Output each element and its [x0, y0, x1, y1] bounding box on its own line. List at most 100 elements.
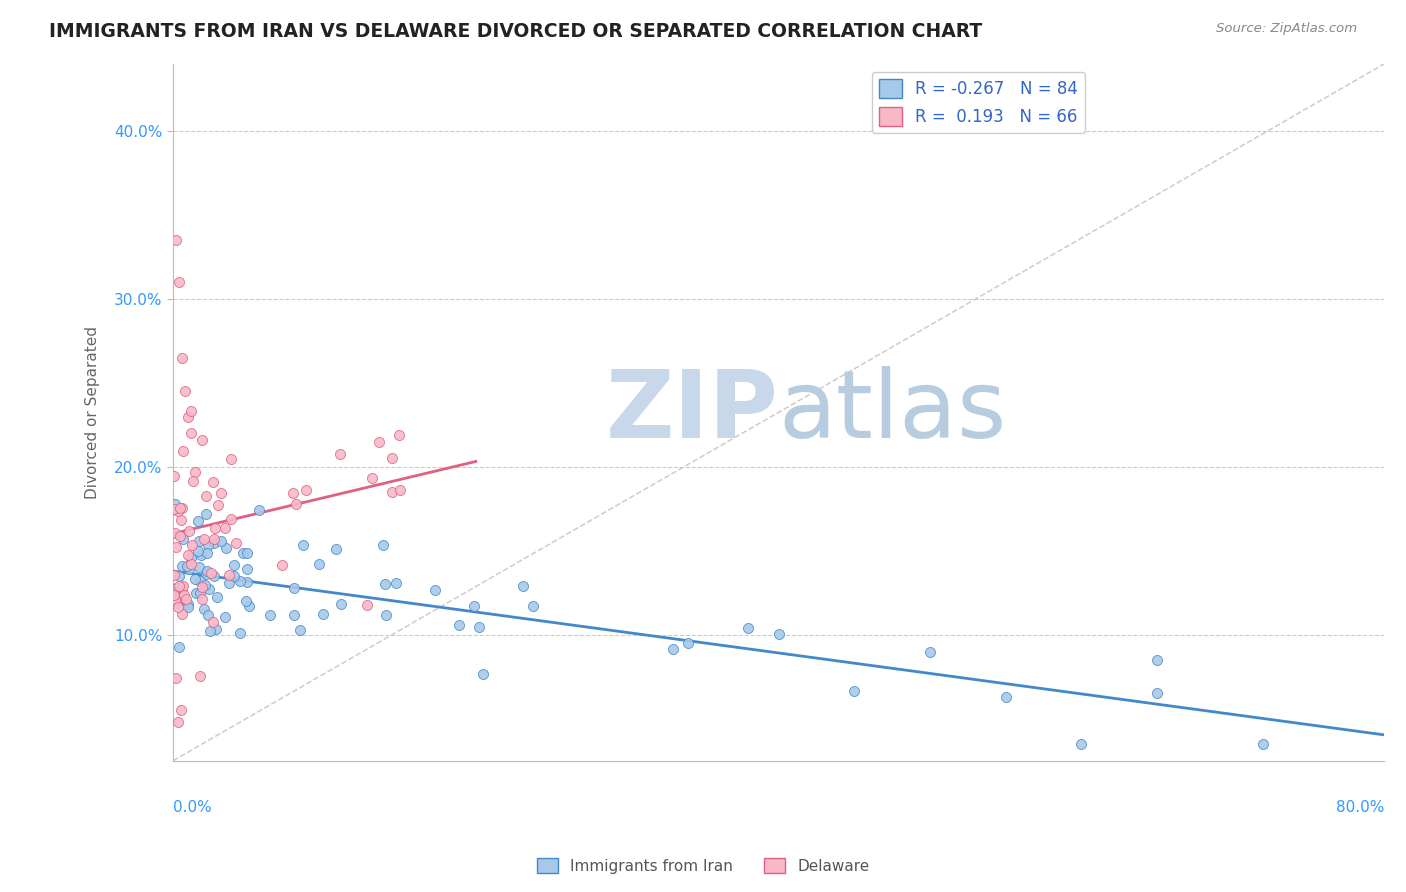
- Point: [381, 485, 404, 500]
- Point: [225, 536, 247, 550]
- Point: [193, 532, 215, 546]
- Point: [195, 508, 218, 522]
- Text: IMMIGRANTS FROM IRAN VS DELAWARE DIVORCED OR SEPARATED CORRELATION CHART: IMMIGRANTS FROM IRAN VS DELAWARE DIVORCE…: [49, 22, 983, 41]
- Point: [170, 703, 193, 717]
- Point: [166, 504, 188, 518]
- Point: [294, 483, 316, 497]
- Point: [218, 567, 240, 582]
- Point: [360, 471, 382, 485]
- Point: [375, 607, 398, 622]
- Point: [184, 586, 207, 600]
- Point: [177, 409, 200, 424]
- Point: [238, 599, 260, 613]
- Point: [174, 592, 197, 607]
- Point: [228, 626, 250, 640]
- Point: [291, 538, 314, 552]
- Point: [768, 626, 790, 640]
- Point: [181, 538, 204, 552]
- Point: [209, 533, 232, 548]
- Point: [165, 582, 187, 596]
- Point: [283, 581, 305, 595]
- Point: [202, 568, 225, 582]
- Point: [218, 576, 240, 591]
- Point: [222, 558, 245, 572]
- Point: [190, 591, 212, 606]
- Point: [165, 497, 187, 511]
- Point: [166, 592, 188, 607]
- Point: [174, 384, 197, 399]
- Point: [180, 551, 202, 566]
- Point: [170, 558, 193, 573]
- Point: [1146, 686, 1168, 700]
- Point: [172, 533, 194, 547]
- Point: [676, 636, 699, 650]
- Point: [170, 513, 193, 527]
- Point: [512, 579, 534, 593]
- Point: [172, 579, 194, 593]
- Point: [994, 690, 1017, 704]
- Point: [169, 501, 191, 516]
- Point: [177, 600, 200, 615]
- Text: ZIP: ZIP: [606, 367, 779, 458]
- Point: [166, 599, 188, 614]
- Point: [219, 511, 242, 525]
- Point: [195, 564, 218, 578]
- Point: [661, 642, 683, 657]
- Point: [188, 574, 211, 589]
- Point: [190, 580, 212, 594]
- Text: Source: ZipAtlas.com: Source: ZipAtlas.com: [1216, 22, 1357, 36]
- Point: [169, 529, 191, 543]
- Point: [232, 546, 254, 560]
- Point: [184, 466, 207, 480]
- Point: [193, 602, 215, 616]
- Point: [194, 489, 217, 503]
- Point: [165, 671, 187, 685]
- Point: [209, 485, 232, 500]
- Point: [170, 607, 193, 621]
- Point: [207, 498, 229, 512]
- Point: [1070, 737, 1092, 751]
- Point: [173, 588, 195, 602]
- Point: [167, 579, 190, 593]
- Point: [522, 599, 544, 613]
- Point: [1251, 737, 1274, 751]
- Point: [180, 426, 202, 441]
- Point: [188, 585, 211, 599]
- Point: [187, 544, 209, 558]
- Point: [259, 608, 281, 623]
- Point: [165, 541, 187, 555]
- Point: [284, 497, 307, 511]
- Y-axis label: Divorced or Separated: Divorced or Separated: [86, 326, 100, 499]
- Point: [194, 577, 217, 591]
- Point: [204, 623, 226, 637]
- Point: [163, 469, 186, 483]
- Point: [471, 667, 494, 681]
- Point: [167, 568, 190, 582]
- Point: [180, 404, 202, 418]
- Point: [165, 592, 187, 607]
- Point: [288, 623, 311, 637]
- Point: [163, 589, 186, 603]
- Point: [367, 434, 389, 449]
- Point: [191, 433, 214, 447]
- Point: [200, 566, 222, 580]
- Legend: Immigrants from Iran, Delaware: Immigrants from Iran, Delaware: [530, 852, 876, 880]
- Point: [381, 450, 404, 465]
- Point: [468, 619, 491, 633]
- Point: [388, 427, 411, 442]
- Point: [166, 714, 188, 729]
- Point: [197, 582, 219, 597]
- Point: [247, 503, 270, 517]
- Point: [235, 575, 257, 590]
- Point: [181, 475, 204, 489]
- Point: [188, 560, 211, 574]
- Point: [197, 608, 219, 623]
- Point: [163, 525, 186, 540]
- Point: [918, 645, 941, 659]
- Point: [202, 615, 225, 629]
- Point: [236, 546, 259, 560]
- Point: [177, 562, 200, 576]
- Point: [195, 546, 218, 560]
- Point: [844, 683, 866, 698]
- Point: [163, 585, 186, 599]
